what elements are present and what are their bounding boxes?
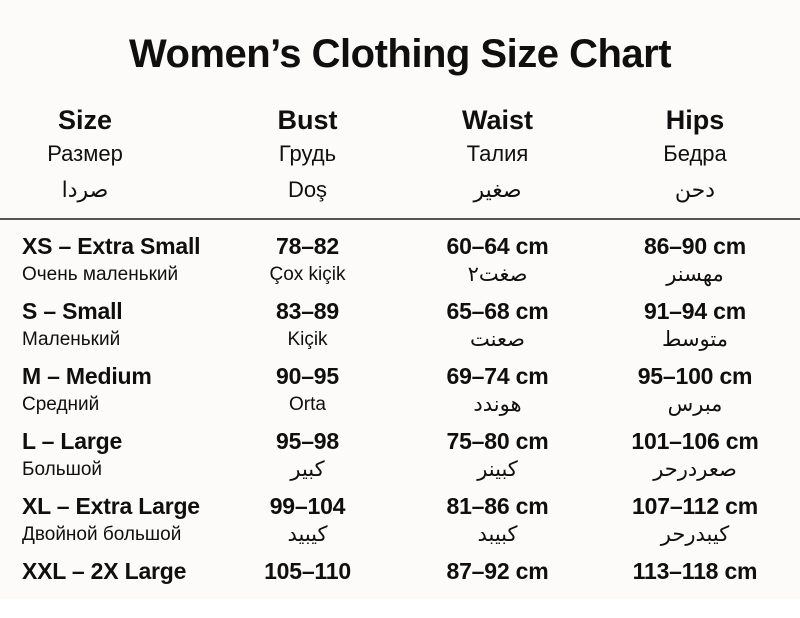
hips-value-sub: مهسنر <box>666 263 724 286</box>
bust-cell: 95–98 كبير <box>210 426 405 488</box>
bust-cell: 83–89 Kiçik <box>210 296 405 358</box>
table-header: Size Размер صردا Bust Грудь Doş Waist Та… <box>0 104 800 208</box>
size-label: M – Medium <box>22 363 152 389</box>
size-cell: XS – Extra Small Очень маленький <box>0 231 210 293</box>
size-chart-page: Women’s Clothing Size Chart Size Размер … <box>0 0 800 599</box>
hips-value: 95–100 cm <box>637 363 753 389</box>
header-divider <box>0 218 800 220</box>
bust-cell: 78–82 Çox kiçik <box>210 231 405 293</box>
size-label-ru: Очень маленький <box>22 264 179 285</box>
table-row-xxl: XXL – 2X Large 105–110 87–92 cm 113–118 … <box>0 553 800 618</box>
size-label: XXL – 2X Large <box>22 558 187 584</box>
hips-value: 113–118 cm <box>632 558 758 584</box>
table-row-xl: XL – Extra Large Двойной большой 99–104 … <box>0 488 800 553</box>
waist-value: 65–68 cm <box>446 298 549 324</box>
waist-value: 69–74 cm <box>446 363 549 389</box>
size-label: L – Large <box>22 428 123 454</box>
bust-cell: 90–95 Orta <box>210 361 405 423</box>
hips-value-sub: متوسط <box>662 328 728 351</box>
waist-value-sub: صعنت <box>470 328 525 351</box>
waist-value-sub: كبينر <box>477 458 518 481</box>
column-label-ru: Талия <box>466 141 529 166</box>
column-label-ar: صغير <box>473 177 522 202</box>
waist-cell: 87–92 cm <box>405 556 590 618</box>
hips-value: 86–90 cm <box>644 233 746 259</box>
bust-value-sub: Kiçik <box>287 329 328 350</box>
column-label-ar: دحن <box>674 177 716 202</box>
waist-cell: 60–64 cm صغت٢ <box>405 231 590 293</box>
bust-value-sub: كيبيد <box>287 523 328 546</box>
table-row-s: S – Small Маленький 83–89 Kiçik 65–68 cm… <box>0 293 800 358</box>
column-label-az: Doş <box>287 177 328 202</box>
bust-value: 90–95 <box>276 363 339 389</box>
column-label-en: Waist <box>461 105 533 135</box>
waist-cell: 69–74 cm هوندد <box>405 361 590 423</box>
column-header-size: Size Размер صردا <box>0 104 210 208</box>
bust-cell: 105–110 <box>210 556 405 618</box>
hips-cell: 101–106 cm صعردرحر <box>590 426 800 488</box>
hips-cell: 95–100 cm مبرس <box>590 361 800 423</box>
hips-value: 101–106 cm <box>631 428 759 454</box>
size-label-ru: Средний <box>22 394 100 415</box>
column-label-ru: Размер <box>47 141 123 166</box>
size-cell: S – Small Маленький <box>0 296 210 358</box>
size-label: XL – Extra Large <box>22 493 200 519</box>
size-label-ru: Маленький <box>22 329 121 350</box>
column-label-ar: صردا <box>61 177 109 202</box>
size-label: XS – Extra Small <box>22 233 201 259</box>
waist-value: 87–92 cm <box>446 558 549 584</box>
hips-value: 91–94 cm <box>644 298 746 324</box>
waist-cell: 65–68 cm صعنت <box>405 296 590 358</box>
waist-value: 75–80 cm <box>446 428 549 454</box>
size-cell: M – Medium Средний <box>0 361 210 423</box>
size-label-ru: Двойной большой <box>22 524 182 545</box>
size-label-ru: Большой <box>22 459 103 480</box>
column-header-bust: Bust Грудь Doş <box>210 104 405 208</box>
column-label-ru: Грудь <box>278 141 337 166</box>
waist-value-sub: كبيبد <box>477 523 518 546</box>
bust-value: 78–82 <box>276 233 339 259</box>
waist-value-sub: صغت٢ <box>467 263 528 286</box>
hips-cell: 91–94 cm متوسط <box>590 296 800 358</box>
size-cell: L – Large Большой <box>0 426 210 488</box>
column-header-hips: Hips Бедра دحن <box>590 104 800 208</box>
bust-value: 105–110 <box>264 558 351 584</box>
hips-value-sub: صعردرحر <box>653 458 737 481</box>
column-label-en: Size <box>57 105 113 135</box>
column-label-ru: Бедра <box>663 141 727 166</box>
bust-value: 83–89 <box>276 298 339 324</box>
page-title: Women’s Clothing Size Chart <box>128 32 672 76</box>
waist-cell: 81–86 cm كبيبد <box>405 491 590 553</box>
table-row-xs: XS – Extra Small Очень маленький 78–82 Ç… <box>0 228 800 293</box>
table-row-m: M – Medium Средний 90–95 Orta 69–74 cm ه… <box>0 358 800 423</box>
hips-value: 107–112 cm <box>632 493 758 519</box>
table-body: XS – Extra Small Очень маленький 78–82 Ç… <box>0 220 800 618</box>
hips-value-sub: كيبدرحر <box>660 523 730 546</box>
table-row-l: L – Large Большой 95–98 كبير 75–80 cm كب… <box>0 423 800 488</box>
column-header-waist: Waist Талия صغير <box>405 104 590 208</box>
size-label: S – Small <box>22 298 123 324</box>
bust-value-sub: Çox kiçik <box>269 264 346 285</box>
bust-value: 99–104 <box>269 493 346 519</box>
column-label-en: Bust <box>277 105 338 135</box>
waist-value: 81–86 cm <box>446 493 549 519</box>
waist-value: 60–64 cm <box>446 233 549 259</box>
size-cell: XXL – 2X Large <box>0 556 210 618</box>
hips-cell: 107–112 cm كيبدرحر <box>590 491 800 553</box>
hips-cell: 113–118 cm <box>590 556 800 618</box>
waist-value-sub: هوندد <box>473 393 522 416</box>
waist-cell: 75–80 cm كبينر <box>405 426 590 488</box>
bust-value: 95–98 <box>276 428 339 454</box>
bust-cell: 99–104 كيبيد <box>210 491 405 553</box>
size-cell: XL – Extra Large Двойной большой <box>0 491 210 553</box>
bust-value-sub: Orta <box>289 394 326 415</box>
hips-value-sub: مبرس <box>667 393 723 416</box>
column-label-en: Hips <box>665 105 725 135</box>
bust-value-sub: كبير <box>290 458 325 481</box>
hips-cell: 86–90 cm مهسنر <box>590 231 800 293</box>
